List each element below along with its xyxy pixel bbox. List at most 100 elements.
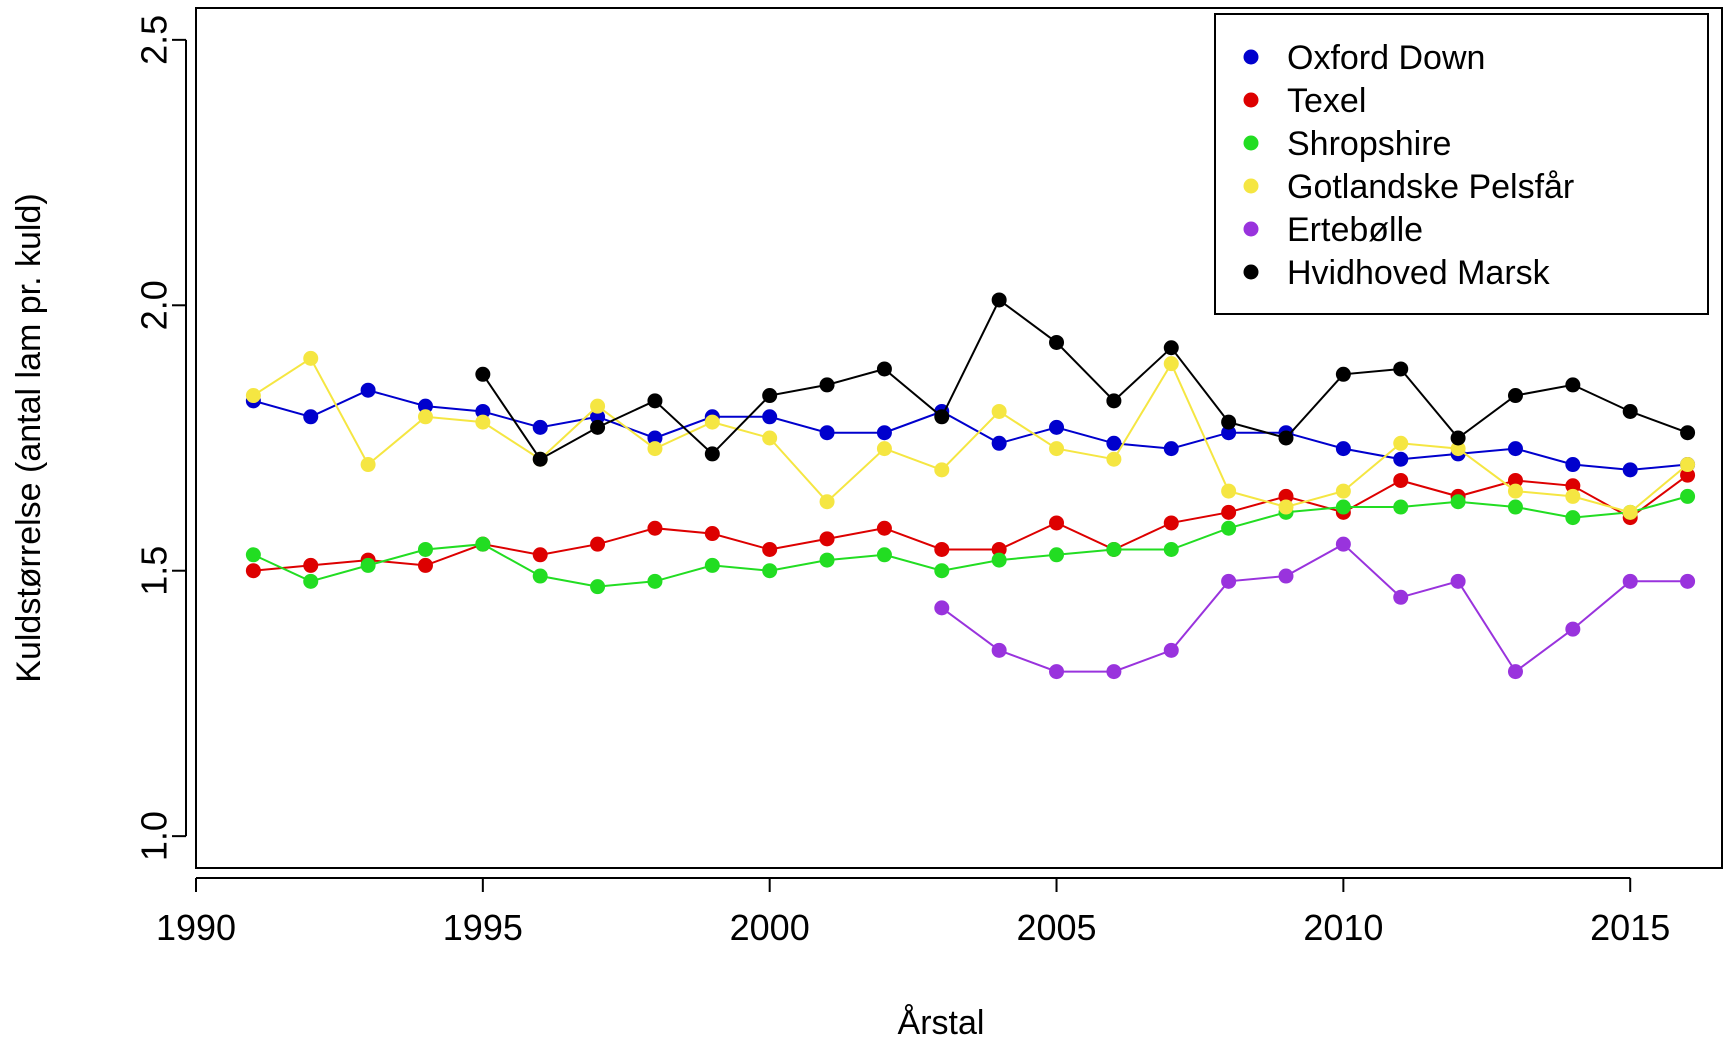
x-tick-label: 2015 [1590,907,1670,948]
data-point [475,403,491,419]
data-point [991,403,1007,419]
data-point [819,494,835,510]
data-point [762,541,778,557]
data-point [1221,504,1237,520]
data-point [1049,547,1065,563]
data-point [1680,488,1696,504]
y-tick-label: 2.0 [134,280,175,330]
data-point [1565,621,1581,637]
legend-label: Texel [1287,82,1366,120]
legend-marker [1243,92,1259,108]
data-point [1450,441,1466,457]
data-point [1680,457,1696,473]
data-point [1163,515,1179,531]
data-point [991,642,1007,658]
data-point [475,366,491,382]
data-point [303,557,319,573]
series-line [252,495,1688,588]
data-point [762,430,778,446]
series-line [252,356,1689,514]
series-erteb-lle [934,536,1696,680]
data-point [590,579,606,595]
data-point [1450,573,1466,589]
data-point [1507,499,1523,515]
data-point [647,393,663,409]
data-point [934,600,950,616]
data-point [1622,504,1638,520]
data-point [1049,515,1065,531]
data-point [417,398,433,414]
data-point [1393,361,1409,377]
data-point [1278,430,1294,446]
data-point [876,520,892,536]
data-point [1106,393,1122,409]
series-texel [245,467,1696,579]
x-tick-label: 1990 [156,907,236,948]
legend-label: Oxford Down [1287,39,1485,77]
data-point [1335,483,1351,499]
data-point [1106,451,1122,467]
series-line [481,298,1688,461]
data-point [532,419,548,435]
series-gotlandske-pelsfa-r [245,350,1696,520]
data-point [1393,499,1409,515]
data-point [1335,499,1351,515]
data-point [1565,457,1581,473]
legend-label: Shropshire [1287,125,1451,163]
x-tick-label: 2010 [1303,907,1383,948]
data-point [360,457,376,473]
plot-frame [195,7,1723,869]
data-point [991,541,1007,557]
data-point [1049,419,1065,435]
data-point [1393,589,1409,605]
data-point [360,557,376,573]
data-point [1335,536,1351,552]
series-hvidhoved-marsk [475,292,1696,467]
data-point [819,377,835,393]
data-point [1278,568,1294,584]
data-point [934,462,950,478]
data-point [1565,488,1581,504]
data-point [590,409,606,425]
data-point [762,563,778,579]
data-point [590,536,606,552]
series-line [941,542,1688,674]
data-point [704,526,720,542]
y-tick-label: 1.5 [134,546,175,596]
data-point [303,350,319,366]
data-point [1507,483,1523,499]
data-point [819,425,835,441]
data-point [704,446,720,462]
data-point [934,541,950,557]
data-point [1049,441,1065,457]
legend-box [1214,13,1709,315]
data-point [1565,377,1581,393]
legend-marker [1243,221,1259,237]
data-point [1278,499,1294,515]
data-point [647,441,663,457]
data-point [475,536,491,552]
data-point [1049,664,1065,680]
y-tick-label: 1.0 [134,811,175,861]
data-point [704,557,720,573]
data-point [475,414,491,430]
x-tick-label: 2005 [1016,907,1096,948]
legend-label: Ertebølle [1287,211,1423,249]
series-line [253,474,1689,572]
data-point [1163,356,1179,372]
data-point [1221,483,1237,499]
data-point [762,409,778,425]
data-point [762,388,778,404]
data-point [1450,430,1466,446]
data-point [1507,388,1523,404]
data-point [1278,488,1294,504]
data-point [876,425,892,441]
data-point [1221,573,1237,589]
data-point [532,547,548,563]
data-point [1680,425,1696,441]
x-tick-label: 1995 [443,907,523,948]
data-point [1565,510,1581,526]
data-point [1680,467,1696,483]
x-tick-label: 2000 [730,907,810,948]
